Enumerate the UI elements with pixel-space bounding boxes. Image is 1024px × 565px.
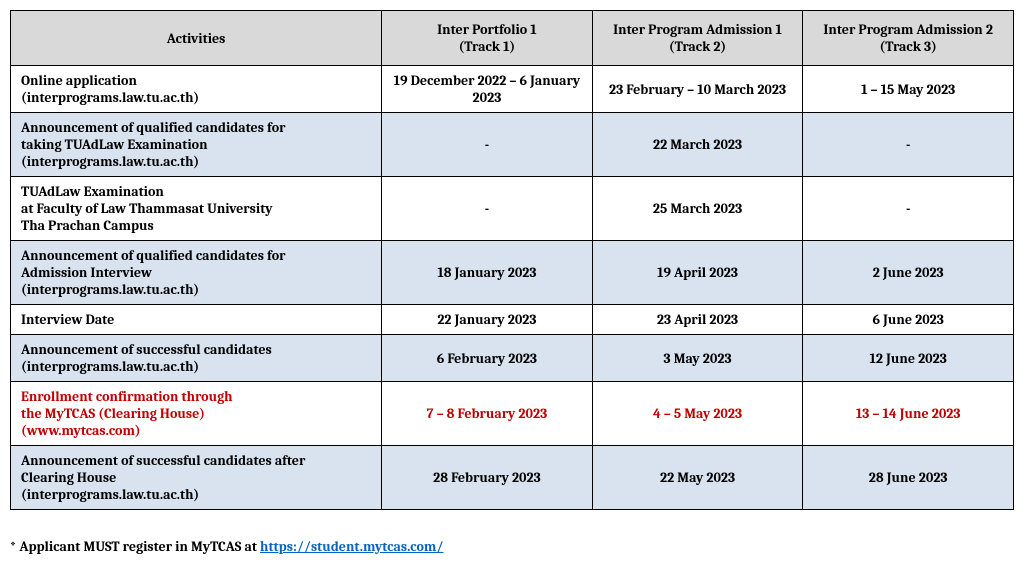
header-label: Inter Program Admission 1 bbox=[603, 21, 793, 38]
activity-line: (interprograms.law.tu.ac.th) bbox=[21, 281, 371, 298]
track-cell: 22 January 2023 bbox=[382, 305, 593, 335]
footnote-text: * Applicant MUST register in MyTCAS at bbox=[10, 538, 260, 555]
admission-schedule-table: Activities Inter Portfolio 1 (Track 1) I… bbox=[10, 10, 1014, 510]
col-header-activities: Activities bbox=[11, 11, 382, 66]
table-body: Online application(interprograms.law.tu.… bbox=[11, 66, 1014, 510]
activity-line: the MyTCAS (Clearing House) bbox=[21, 405, 371, 422]
track-cell: 19 April 2023 bbox=[592, 241, 803, 305]
activity-line: Tha Prachan Campus bbox=[21, 217, 371, 234]
track-cell: - bbox=[382, 113, 593, 177]
track-cell: 1 – 15 May 2023 bbox=[803, 66, 1014, 113]
footnote-link[interactable]: https://student.mytcas.com/ bbox=[260, 538, 443, 555]
track-cell: 28 June 2023 bbox=[803, 446, 1014, 510]
footnote: * Applicant MUST register in MyTCAS at h… bbox=[10, 538, 1014, 555]
activity-line: TUAdLaw Examination bbox=[21, 183, 371, 200]
activity-line: Announcement of qualified candidates for bbox=[21, 119, 371, 136]
track-cell: 6 June 2023 bbox=[803, 305, 1014, 335]
activity-line: Online application bbox=[21, 72, 371, 89]
activity-line: Enrollment confirmation through bbox=[21, 388, 371, 405]
track-cell: 6 February 2023 bbox=[382, 335, 593, 382]
track-cell: 12 June 2023 bbox=[803, 335, 1014, 382]
track-cell: 22 May 2023 bbox=[592, 446, 803, 510]
activity-cell: Online application(interprograms.law.tu.… bbox=[11, 66, 382, 113]
activity-line: Admission Interview bbox=[21, 264, 371, 281]
activity-line: (interprograms.law.tu.ac.th) bbox=[21, 89, 371, 106]
activity-cell: Announcement of qualified candidates for… bbox=[11, 113, 382, 177]
activity-cell: Announcement of successful candidates af… bbox=[11, 446, 382, 510]
activity-line: Clearing House bbox=[21, 469, 371, 486]
table-row: Announcement of successful candidates(in… bbox=[11, 335, 1014, 382]
table-header-row: Activities Inter Portfolio 1 (Track 1) I… bbox=[11, 11, 1014, 66]
activity-line: (interprograms.law.tu.ac.th) bbox=[21, 153, 371, 170]
activity-cell: TUAdLaw Examinationat Faculty of Law Tha… bbox=[11, 177, 382, 241]
activity-line: Announcement of successful candidates af… bbox=[21, 452, 371, 469]
activity-cell: Announcement of qualified candidates for… bbox=[11, 241, 382, 305]
track-cell: - bbox=[382, 177, 593, 241]
activity-cell: Announcement of successful candidates(in… bbox=[11, 335, 382, 382]
track-cell: 3 May 2023 bbox=[592, 335, 803, 382]
table-row: Announcement of qualified candidates for… bbox=[11, 113, 1014, 177]
header-label: Activities bbox=[21, 30, 371, 47]
track-cell: 13 – 14 June 2023 bbox=[803, 382, 1014, 446]
header-sub: (Track 3) bbox=[813, 38, 1003, 55]
activity-line: Announcement of qualified candidates for bbox=[21, 247, 371, 264]
track-cell: 18 January 2023 bbox=[382, 241, 593, 305]
track-cell: 2 June 2023 bbox=[803, 241, 1014, 305]
table-row: Announcement of successful candidates af… bbox=[11, 446, 1014, 510]
track-cell: 23 April 2023 bbox=[592, 305, 803, 335]
track-cell: 19 December 2022 – 6 January 2023 bbox=[382, 66, 593, 113]
col-header-track3: Inter Program Admission 2 (Track 3) bbox=[803, 11, 1014, 66]
activity-line: (interprograms.law.tu.ac.th) bbox=[21, 486, 371, 503]
header-label: Inter Portfolio 1 bbox=[392, 21, 582, 38]
table-row: TUAdLaw Examinationat Faculty of Law Tha… bbox=[11, 177, 1014, 241]
header-sub: (Track 1) bbox=[392, 38, 582, 55]
track-cell: 23 February – 10 March 2023 bbox=[592, 66, 803, 113]
col-header-track1: Inter Portfolio 1 (Track 1) bbox=[382, 11, 593, 66]
table-row: Online application(interprograms.law.tu.… bbox=[11, 66, 1014, 113]
track-cell: - bbox=[803, 177, 1014, 241]
table-row: Interview Date 22 January 202323 April 20… bbox=[11, 305, 1014, 335]
track-cell: 22 March 2023 bbox=[592, 113, 803, 177]
track-cell: - bbox=[803, 113, 1014, 177]
activity-line: Interview Date bbox=[21, 311, 371, 328]
activity-line: taking TUAdLaw Examination bbox=[21, 136, 371, 153]
activity-cell: Interview Date bbox=[11, 305, 382, 335]
activity-line: at Faculty of Law Thammasat University bbox=[21, 200, 371, 217]
table-row: Enrollment confirmation throughthe MyTCA… bbox=[11, 382, 1014, 446]
table-row: Announcement of qualified candidates for… bbox=[11, 241, 1014, 305]
track-cell: 25 March 2023 bbox=[592, 177, 803, 241]
header-sub: (Track 2) bbox=[603, 38, 793, 55]
activity-cell: Enrollment confirmation throughthe MyTCA… bbox=[11, 382, 382, 446]
activity-line: (www.mytcas.com) bbox=[21, 422, 371, 439]
header-label: Inter Program Admission 2 bbox=[813, 21, 1003, 38]
activity-line: Announcement of successful candidates bbox=[21, 341, 371, 358]
track-cell: 28 February 2023 bbox=[382, 446, 593, 510]
activity-line: (interprograms.law.tu.ac.th) bbox=[21, 358, 371, 375]
track-cell: 4 – 5 May 2023 bbox=[592, 382, 803, 446]
track-cell: 7 – 8 February 2023 bbox=[382, 382, 593, 446]
col-header-track2: Inter Program Admission 1 (Track 2) bbox=[592, 11, 803, 66]
